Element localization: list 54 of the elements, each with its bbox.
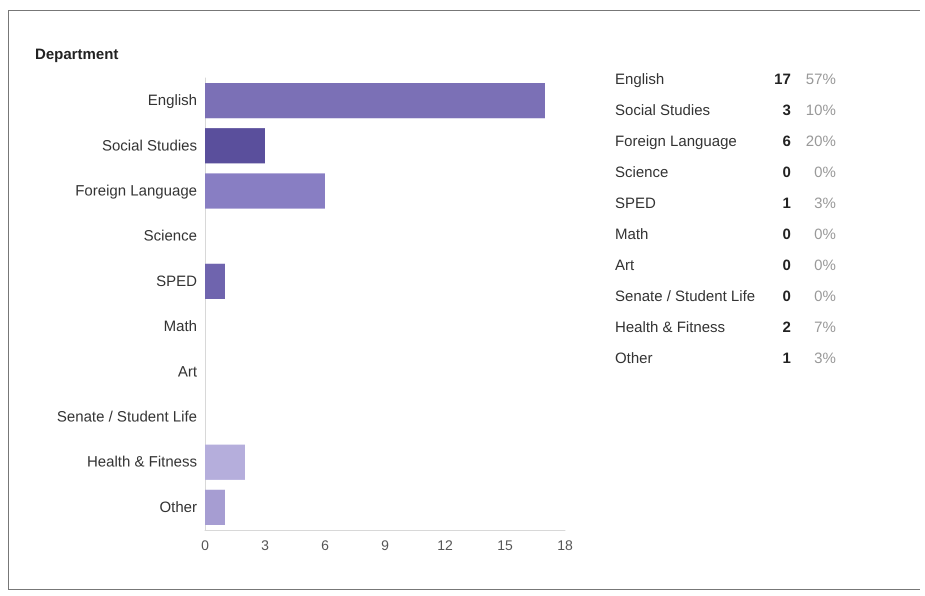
category-label: Math xyxy=(614,225,650,245)
y-tick-label: Senate / Student Life xyxy=(56,408,197,426)
data-label: 17 xyxy=(773,70,792,90)
bar xyxy=(205,444,245,480)
y-tick-label: SPED xyxy=(156,272,198,290)
data-label: 3 xyxy=(781,101,792,121)
data-label: 3% xyxy=(813,194,837,214)
category-label: SPED xyxy=(614,194,657,214)
data-label: 0 xyxy=(781,225,792,245)
category-label: Social Studies xyxy=(614,101,712,121)
data-label: 0 xyxy=(781,287,792,307)
x-tick-label: 6 xyxy=(321,537,330,553)
data-label: 0 xyxy=(781,256,792,276)
x-tick-label: 15 xyxy=(497,537,513,553)
y-tick-label: Science xyxy=(144,228,197,245)
x-tick-label: 12 xyxy=(437,537,453,553)
data-label: 1 xyxy=(781,194,792,214)
category-label: Senate / Student Life xyxy=(614,287,756,307)
y-tick-label: English xyxy=(148,92,197,110)
y-tick-label: Social Studies xyxy=(102,137,197,154)
category-label: Other xyxy=(614,349,654,369)
y-tick-label: Foreign Language xyxy=(75,182,197,200)
category-label: Art xyxy=(614,256,636,276)
y-tick-label: Other xyxy=(159,498,198,516)
data-label: 0% xyxy=(813,256,837,276)
data-label: 57% xyxy=(804,70,837,90)
x-tick-label: 3 xyxy=(261,537,270,553)
data-label: 0 xyxy=(781,163,792,183)
data-label: 20% xyxy=(804,132,837,152)
category-label: Health & Fitness xyxy=(614,318,726,338)
data-label: 0% xyxy=(813,163,837,183)
text: Department xyxy=(35,46,118,63)
x-tick-label: 18 xyxy=(557,537,573,553)
bar xyxy=(205,264,225,300)
data-label: 2 xyxy=(781,318,792,338)
data-label: 0% xyxy=(813,287,837,307)
data-label: 10% xyxy=(804,101,837,121)
x-tick-label: 9 xyxy=(381,537,390,553)
bar xyxy=(205,173,325,209)
y-tick-label: Math xyxy=(164,318,197,336)
data-label: 6 xyxy=(781,132,792,152)
category-label: English xyxy=(614,70,666,90)
x-tick-label: 0 xyxy=(201,537,210,553)
bar xyxy=(205,490,225,526)
data-label: 1 xyxy=(781,349,792,369)
y-tick-label: Art xyxy=(178,363,198,380)
data-label: 7% xyxy=(813,318,837,338)
data-label: 0% xyxy=(813,225,837,245)
y-tick-label: Health & Fitness xyxy=(86,454,197,471)
category-label: Science xyxy=(614,163,670,183)
category-label: Foreign Language xyxy=(614,132,738,152)
bar xyxy=(205,128,265,164)
data-label: 3% xyxy=(813,349,837,369)
bar xyxy=(205,82,545,118)
